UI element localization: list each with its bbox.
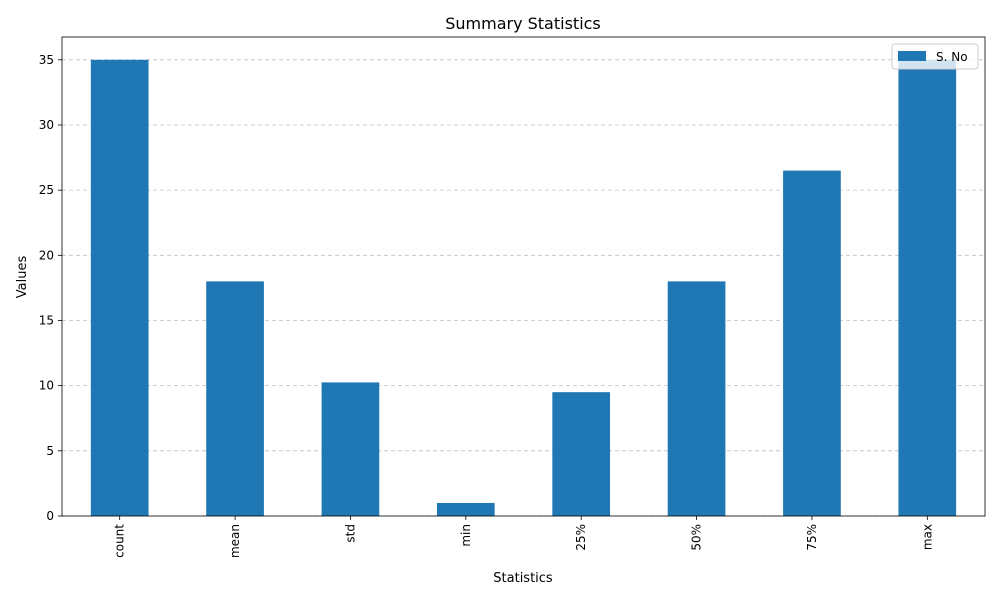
y-tick-label: 30 <box>39 118 54 132</box>
y-tick-label: 15 <box>39 313 54 327</box>
x-tick-label: std <box>343 524 357 543</box>
y-tick-label: 10 <box>39 379 54 393</box>
y-tick-label: 20 <box>39 248 54 262</box>
grid-layer <box>62 59 985 517</box>
legend-swatch <box>898 51 926 61</box>
x-tick-label: count <box>113 524 127 558</box>
legend: S. No <box>891 43 979 70</box>
bar-75pct <box>783 170 841 516</box>
y-tick-label: 5 <box>46 444 54 458</box>
y-tick-label: 25 <box>39 183 54 197</box>
bar-50pct <box>667 281 726 516</box>
x-tick-label: 50% <box>690 524 704 551</box>
bar-std <box>321 382 380 516</box>
x-tick-label: min <box>459 524 473 547</box>
chart-title: Summary Statistics <box>445 14 601 33</box>
x-tick-label: 75% <box>805 524 819 551</box>
y-tick-label: 0 <box>46 509 54 523</box>
bar-max <box>898 59 957 517</box>
bar-mean <box>206 281 264 516</box>
ticks-layer: 0 5 10 15 20 25 30 35 count mean std min 25% 50% 75% ma… <box>39 53 935 558</box>
legend-box <box>891 43 979 70</box>
x-tick-label: 25% <box>574 524 588 551</box>
x-tick-label: max <box>920 524 934 550</box>
plot-frame <box>61 36 986 517</box>
axes-layer <box>61 36 986 517</box>
x-tick-label: mean <box>228 524 242 558</box>
bar-min <box>436 502 495 516</box>
bar-25pct <box>552 392 611 516</box>
legend-label: S. No <box>936 50 968 64</box>
bar-count <box>90 59 149 517</box>
x-axis-title: Statistics <box>493 571 553 586</box>
y-tick-label: 35 <box>39 53 54 67</box>
bars-layer <box>90 59 957 517</box>
y-axis-title: Values <box>15 256 30 299</box>
